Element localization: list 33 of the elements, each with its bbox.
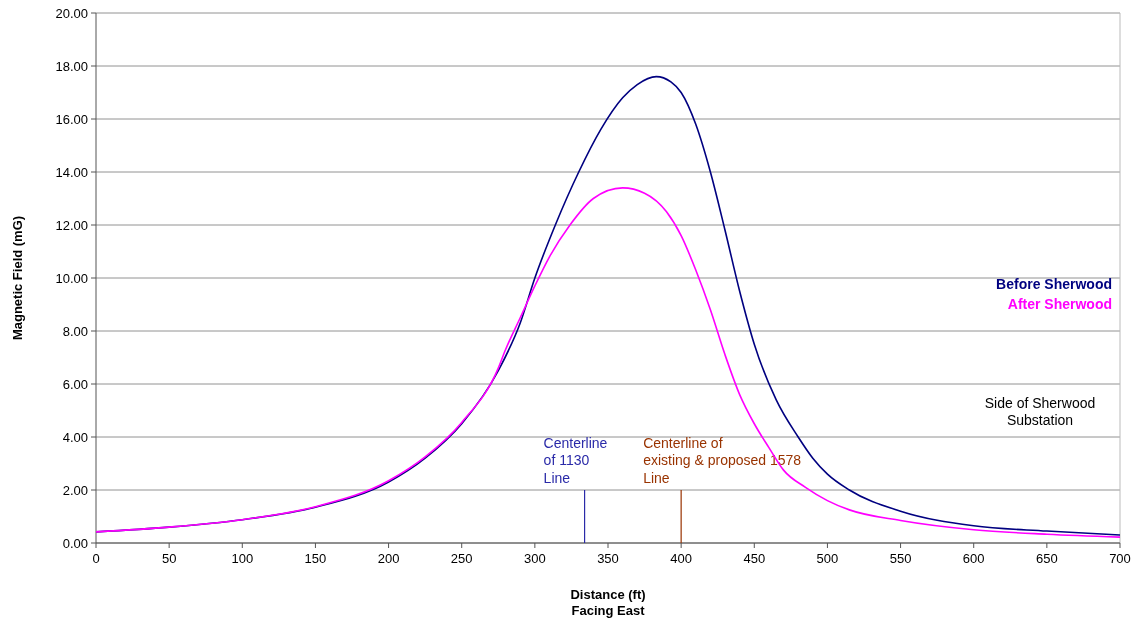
x-tick-label: 0	[92, 551, 100, 566]
y-tick-label: 4.00	[62, 429, 88, 445]
x-tick-label: 550	[889, 551, 912, 566]
y-tick-label: 18.00	[55, 58, 88, 74]
x-tick-label: 600	[962, 551, 985, 566]
x-tick-label: 700	[1109, 551, 1131, 566]
x-tick-label: 250	[450, 551, 473, 566]
x-tick-label: 500	[816, 551, 839, 566]
x-tick-label: 50	[161, 551, 177, 566]
x-tick-label: 100	[231, 551, 254, 566]
x-tick-label: 650	[1036, 551, 1058, 566]
x-tick-label: 400	[670, 551, 692, 566]
y-tick-label: 8.00	[62, 323, 88, 339]
x-tick-label: 200	[377, 551, 400, 566]
text: After Sherwood	[1007, 295, 1112, 312]
x-tick-label: 350	[597, 551, 619, 566]
y-tick-label: 2.00	[62, 482, 88, 498]
line-series	[95, 187, 1121, 538]
y-tick-label: 10.00	[55, 270, 88, 286]
y-tick-label: 14.00	[55, 164, 88, 180]
ref-line-label: Centerline of 1130 Line	[543, 434, 608, 486]
x-tick-label: 450	[743, 551, 766, 566]
annotation: Side of Sherwood Substation	[984, 394, 1096, 429]
x-tick-label: 300	[524, 551, 546, 566]
y-tick-label: 16.00	[55, 111, 88, 127]
x-axis-title: Distance (ft) Facing East	[570, 587, 646, 619]
x-tick-label: 150	[304, 551, 327, 566]
y-tick-label: 12.00	[55, 217, 88, 233]
y-axis-title: Magnetic Field (mG)	[10, 215, 25, 341]
y-tick-label: 6.00	[62, 376, 88, 392]
text: Before Sherwood	[996, 275, 1112, 292]
y-tick-label: 20.00	[55, 5, 88, 21]
y-tick-label: 0.00	[62, 535, 88, 551]
